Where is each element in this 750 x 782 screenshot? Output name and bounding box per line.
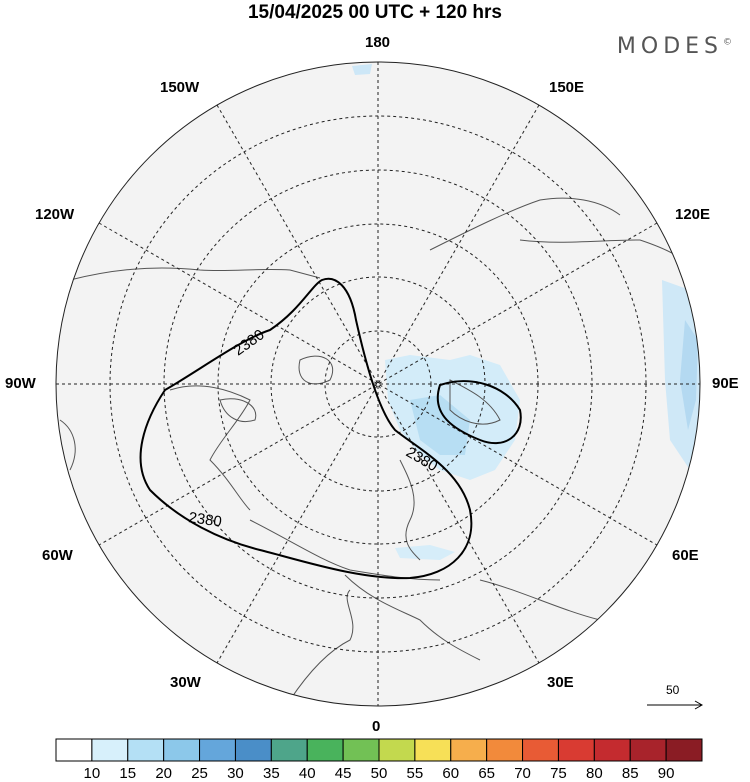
lon-label-60e: 60E	[672, 547, 699, 564]
colorbar-swatch	[163, 738, 201, 762]
colorbar-swatch	[342, 738, 380, 762]
colorbar-swatch	[55, 738, 93, 762]
brand-name: MODES	[616, 34, 723, 59]
contour-2380-main	[139, 277, 473, 580]
colorbar-label: 30	[227, 765, 244, 782]
contour-label-3: 2380	[187, 509, 222, 530]
reference-vector-value: 50	[666, 683, 680, 697]
colorbar-swatch	[593, 738, 631, 762]
colorbar-swatch	[450, 738, 488, 762]
lon-label-30e: 30E	[547, 674, 574, 691]
colorbar-swatch	[486, 738, 524, 762]
wind-region-siberia-core	[410, 395, 470, 455]
colorbar-swatch	[127, 738, 165, 762]
lon-label-90w: 90W	[5, 375, 36, 392]
colorbar-label: 10	[83, 765, 101, 782]
lon-label-150e: 150E	[549, 79, 585, 96]
contour-2380-east	[436, 380, 522, 445]
colorbar-label: 25	[191, 765, 208, 782]
colorbar	[55, 738, 703, 762]
map-title: 15/04/2025 00 UTC + 120 hrs	[247, 2, 503, 23]
colorbar-swatch	[270, 738, 308, 762]
colorbar-label: 20	[155, 765, 172, 782]
lon-label-120e: 120E	[675, 206, 711, 223]
colorbar-label: 70	[514, 765, 531, 782]
colorbar-label: 40	[298, 765, 316, 782]
colorbar-label: 60	[442, 765, 460, 782]
meridians	[56, 62, 700, 706]
colorbar-label: 75	[550, 765, 567, 782]
lon-label-120w: 120W	[35, 206, 75, 223]
lon-label-0: 0	[372, 718, 381, 735]
lon-label-180: 180	[365, 34, 391, 51]
colorbar-swatch	[629, 738, 667, 762]
colorbar-swatch	[199, 738, 236, 762]
colorbar-label: 45	[334, 765, 352, 782]
polar-map: 2380 2380 2380	[55, 61, 701, 707]
colorbar-swatch	[557, 738, 595, 762]
colorbar-swatch	[414, 738, 452, 762]
map-boundary	[55, 61, 701, 707]
map-background	[56, 62, 700, 706]
colorbar-label: 65	[478, 765, 495, 782]
lon-label-90e: 90E	[712, 375, 739, 392]
colorbar-label: 80	[585, 765, 603, 782]
colorbar-label: 15	[119, 765, 137, 782]
colorbar-swatch	[306, 738, 344, 762]
colorbar-label: 55	[406, 765, 424, 782]
colorbar-swatch	[378, 738, 416, 762]
colorbar-label: 90	[657, 765, 675, 782]
lon-label-150w: 150W	[160, 79, 200, 96]
colorbar-label: 35	[262, 765, 280, 782]
lon-label-60w: 60W	[42, 547, 73, 564]
colorbar-swatch	[234, 738, 272, 762]
lon-label-30w: 30W	[170, 674, 201, 691]
colorbar-label: 85	[621, 765, 639, 782]
colorbar-swatch	[91, 738, 129, 762]
wind-region-east-asia-core	[680, 320, 698, 430]
brand-mark: ©	[723, 37, 732, 48]
colorbar-swatch	[522, 738, 559, 762]
wind-region-pacific	[352, 64, 372, 75]
colorbar-swatch	[665, 738, 703, 762]
brand-logo: MODES©	[617, 34, 732, 59]
reference-vector-arrow	[647, 700, 704, 710]
colorbar-label: 50	[370, 765, 388, 782]
